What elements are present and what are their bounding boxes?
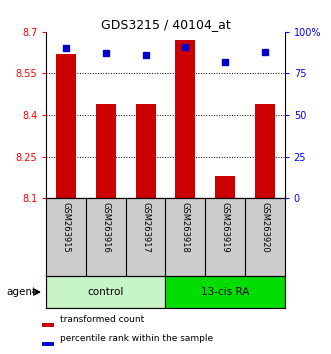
Bar bbox=[96, 104, 116, 198]
Bar bbox=[46, 276, 166, 308]
Bar bbox=[215, 176, 235, 198]
Text: GSM263916: GSM263916 bbox=[101, 202, 111, 253]
Bar bbox=[166, 276, 285, 308]
Bar bbox=[136, 104, 156, 198]
Bar bbox=[175, 40, 195, 198]
Text: agent: agent bbox=[6, 287, 36, 297]
Text: GSM263915: GSM263915 bbox=[62, 202, 71, 253]
Bar bbox=[255, 104, 275, 198]
Bar bbox=[42, 342, 55, 346]
Text: control: control bbox=[88, 287, 124, 297]
Text: GSM263920: GSM263920 bbox=[260, 202, 269, 253]
Text: transformed count: transformed count bbox=[60, 315, 144, 324]
Text: GSM263919: GSM263919 bbox=[220, 202, 230, 253]
Text: 13-cis RA: 13-cis RA bbox=[201, 287, 249, 297]
Bar bbox=[42, 322, 55, 327]
Bar bbox=[56, 54, 76, 198]
Text: GSM263917: GSM263917 bbox=[141, 202, 150, 253]
Title: GDS3215 / 40104_at: GDS3215 / 40104_at bbox=[101, 18, 230, 31]
Text: percentile rank within the sample: percentile rank within the sample bbox=[60, 335, 213, 343]
Text: GSM263918: GSM263918 bbox=[181, 202, 190, 253]
